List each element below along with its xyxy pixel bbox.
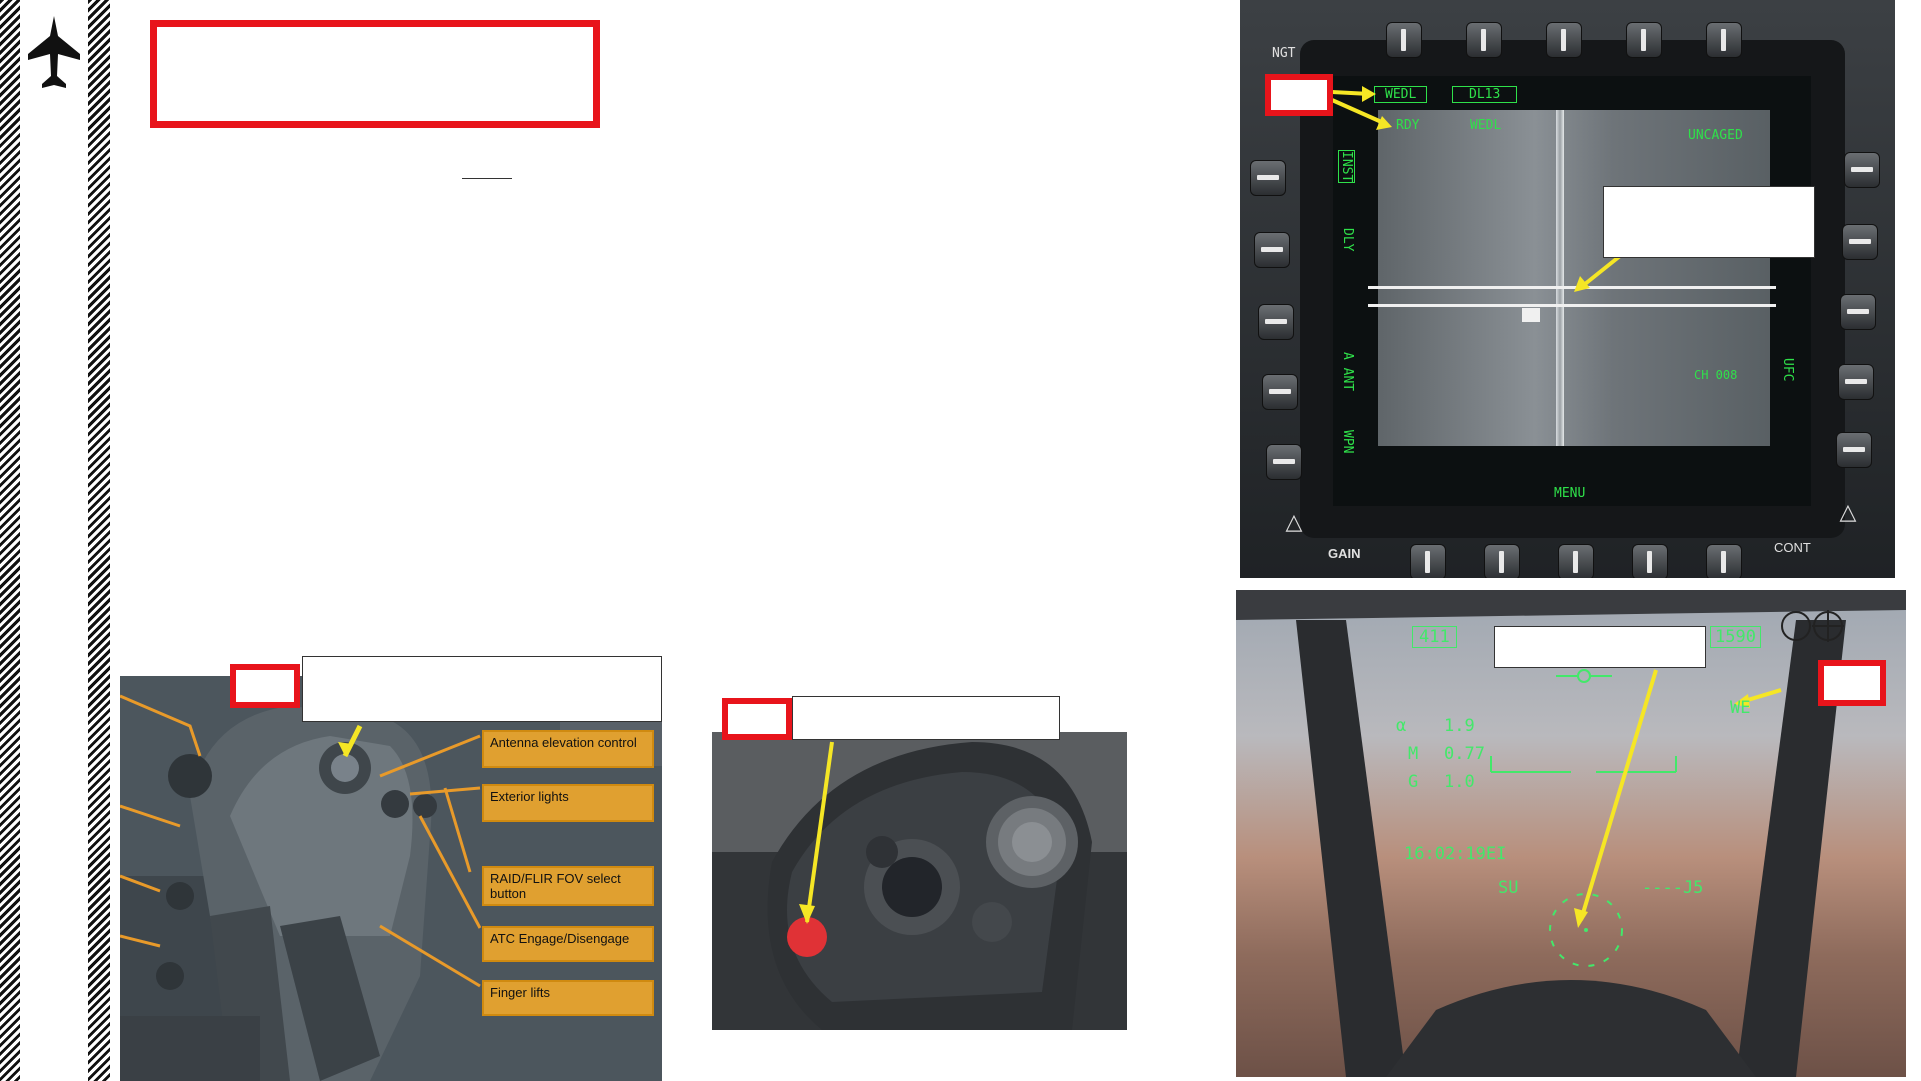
- hud-altitude: 1590: [1710, 626, 1761, 648]
- hud-red-tag: [1818, 660, 1886, 706]
- stick-caption-box: [792, 696, 1060, 740]
- callout-atc: ATC Engage/Disengage: [482, 926, 654, 962]
- stick-drawing: [712, 732, 1127, 1030]
- mfd-box-dl13[interactable]: DL13: [1452, 86, 1518, 103]
- hud-mach-value: 0.77: [1444, 744, 1485, 764]
- callout-fov-select: RAID/FLIR FOV select button: [482, 866, 654, 906]
- mfd-channel: CH 008: [1694, 368, 1738, 382]
- mfd-status-wedl: WEDL: [1470, 118, 1502, 133]
- mfd-menu[interactable]: MENU: [1554, 486, 1586, 501]
- throttle-red-tag: [230, 664, 300, 708]
- osb-left-1[interactable]: [1250, 160, 1286, 196]
- osb-left-4[interactable]: [1262, 374, 1298, 410]
- stick-red-tag: [722, 698, 792, 740]
- mfd-label-ant: A ANT: [1340, 352, 1355, 392]
- mfd-gain[interactable]: GAIN: [1328, 546, 1361, 561]
- mfd-label-wpn: WPN: [1340, 430, 1355, 454]
- osb-bottom-4[interactable]: [1632, 544, 1668, 578]
- hud-mach-label: M: [1408, 744, 1419, 764]
- hud-airspeed: 411: [1412, 626, 1457, 648]
- throttle-caption-box: [302, 656, 662, 722]
- mfd-label-inst: INST: [1338, 150, 1355, 184]
- hud-weapon-code: WE: [1730, 698, 1751, 718]
- callout-finger-lifts: Finger lifts: [482, 980, 654, 1016]
- mfd-arrows: [1331, 86, 1622, 292]
- osb-top-5[interactable]: [1706, 22, 1742, 58]
- hud-heading-left: SU: [1498, 878, 1519, 898]
- osb-top-2[interactable]: [1466, 22, 1502, 58]
- flir-horizon-line-1: [1368, 286, 1776, 289]
- mfd-caption-box: [1603, 186, 1815, 258]
- cont-rocker-up-icon[interactable]: △: [1839, 499, 1857, 524]
- title-box: [150, 20, 600, 128]
- jet-icon: [24, 14, 84, 94]
- hud-time: 16:02:19EI: [1404, 844, 1507, 864]
- hud-alpha-value: 1.9: [1444, 716, 1475, 736]
- mfd-cont[interactable]: CONT: [1774, 540, 1811, 555]
- throttle-photo: Antenna elevation control Exterior light…: [120, 676, 662, 1081]
- osb-right-2[interactable]: [1842, 224, 1878, 260]
- flir-image: [1378, 110, 1770, 446]
- hud-caption-box: [1494, 626, 1706, 668]
- osb-right-4[interactable]: [1838, 364, 1874, 400]
- mfd-label-ufc: UFC: [1780, 358, 1795, 382]
- osb-bottom-3[interactable]: [1558, 544, 1594, 578]
- osb-right-3[interactable]: [1840, 294, 1876, 330]
- gain-rocker-up-icon[interactable]: △: [1285, 509, 1303, 534]
- osb-left-5[interactable]: [1266, 444, 1302, 480]
- osb-bottom-5[interactable]: [1706, 544, 1742, 578]
- osb-top-3[interactable]: [1546, 22, 1582, 58]
- osb-top-1[interactable]: [1386, 22, 1422, 58]
- mfd-status-uncaged: UNCAGED: [1688, 128, 1743, 143]
- mfd-label-ngt: NGT: [1272, 46, 1296, 61]
- hud-alpha-label: α: [1396, 716, 1407, 736]
- osb-left-3[interactable]: [1258, 304, 1294, 340]
- osb-bottom-1[interactable]: [1410, 544, 1446, 578]
- sidebar-hatch-left: [0, 0, 20, 1081]
- hud-heading-right: ----J5: [1642, 878, 1704, 898]
- mfd-label-dly: DLY: [1340, 228, 1355, 252]
- osb-bottom-2[interactable]: [1484, 544, 1520, 578]
- hud-g-value: 1.0: [1444, 772, 1475, 792]
- hud-g-label: G: [1408, 772, 1419, 792]
- callout-antenna-elevation: Antenna elevation control: [482, 730, 654, 768]
- mfd-status-rdy: RDY: [1396, 118, 1420, 133]
- hud-frame-drawing: [1236, 590, 1906, 1077]
- flir-horizon-line-2: [1368, 304, 1776, 307]
- divider-line: [462, 178, 512, 179]
- osb-right-1[interactable]: [1844, 152, 1880, 188]
- flir-target-marker: [1522, 308, 1540, 322]
- flir-runway-vertical: [1556, 110, 1564, 446]
- sidebar-hatch-right: [88, 0, 110, 1081]
- osb-top-4[interactable]: [1626, 22, 1662, 58]
- stick-photo: [712, 732, 1127, 1030]
- mfd-photo: NGT WEDL DL13 RDY WEDL UNCAGED INST DLY …: [1240, 0, 1895, 578]
- osb-right-5[interactable]: [1836, 432, 1872, 468]
- hud-photo: 411 1590 α 1.9 M 0.77 G 1.0 16:02:19EI W…: [1236, 590, 1906, 1077]
- osb-left-2[interactable]: [1254, 232, 1290, 268]
- callout-exterior-lights: Exterior lights: [482, 784, 654, 822]
- mfd-red-tag: [1265, 74, 1333, 116]
